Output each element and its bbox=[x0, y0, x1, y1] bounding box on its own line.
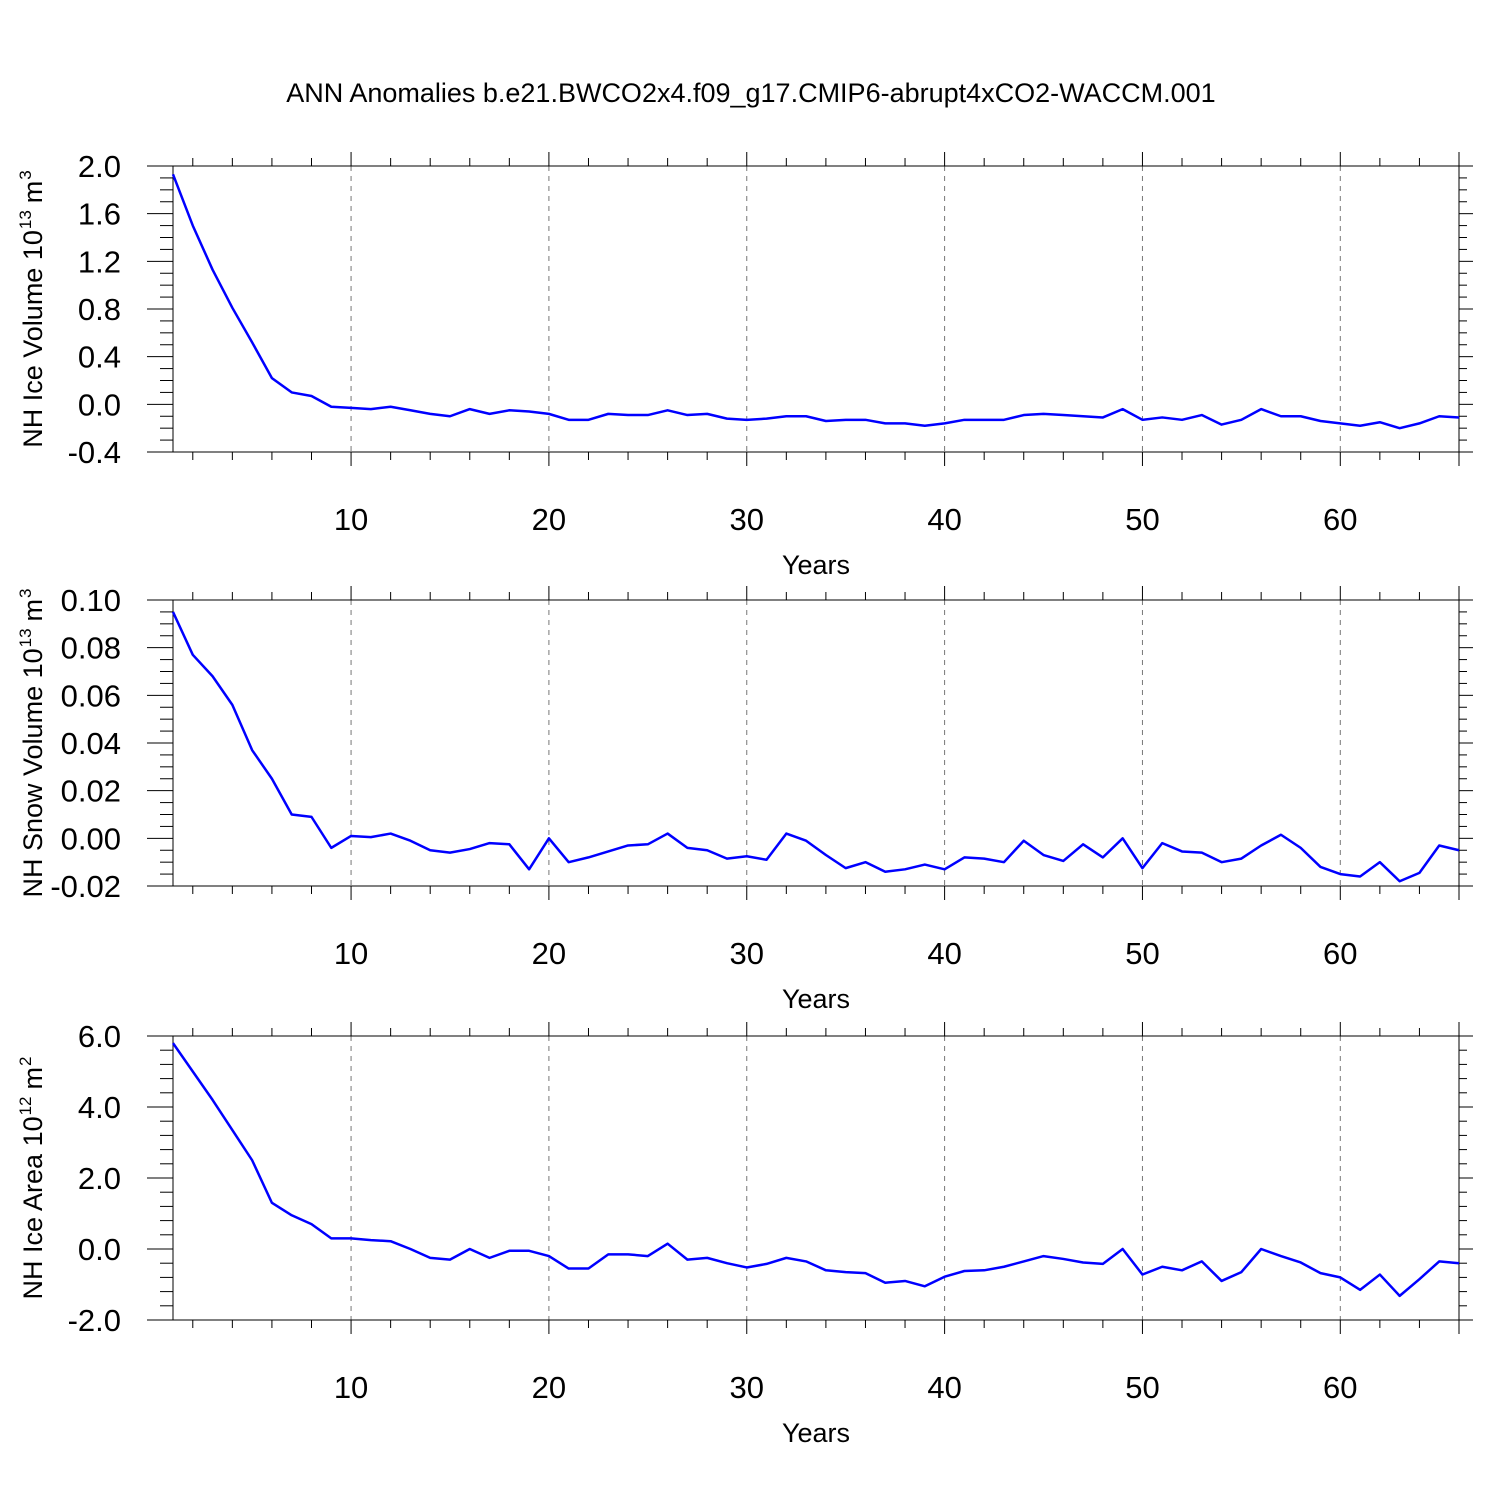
y-axis-label: NH Snow Volume 1013 m 3 bbox=[16, 588, 48, 897]
figure-title: ANN Anomalies b.e21.BWCO2x4.f09_g17.CMIP… bbox=[286, 78, 1215, 108]
panel: 10 20 30 40 50 60 2.0 1.6 1.2 0.8 0.4 0.0 -0.4 Years N… bbox=[16, 149, 1473, 580]
x-tick-label: 40 bbox=[927, 1370, 961, 1405]
y-tick-label: -2.0 bbox=[68, 1303, 121, 1338]
y-tick-label: 0.00 bbox=[61, 821, 121, 856]
y-tick-label: 0.04 bbox=[61, 726, 121, 761]
y-tick-label: 0.0 bbox=[78, 387, 121, 422]
x-tick-label: 20 bbox=[532, 936, 566, 971]
y-tick-label: 6.0 bbox=[78, 1019, 121, 1054]
x-tick-label: 50 bbox=[1125, 1370, 1159, 1405]
y-axis-label-part: NH Ice Volume 10 bbox=[18, 230, 48, 448]
y-axis-label-part: m bbox=[18, 1067, 48, 1090]
panel: 10 20 30 40 50 60 6.0 4.0 2.0 0.0 -2.0 Years NH Ice … bbox=[16, 1019, 1473, 1448]
y-tick-label: 0.08 bbox=[61, 631, 121, 666]
x-tick-label: 40 bbox=[927, 936, 961, 971]
y-axis-label-part: m bbox=[18, 181, 48, 204]
x-tick-label: 60 bbox=[1323, 502, 1357, 537]
y-tick-label: 1.2 bbox=[78, 244, 121, 279]
x-tick-label: 30 bbox=[730, 502, 764, 537]
data-line bbox=[171, 173, 1460, 430]
x-tick-label: 10 bbox=[334, 1370, 368, 1405]
y-tick-label: 0.06 bbox=[61, 678, 121, 713]
y-tick-label: 0.8 bbox=[78, 292, 121, 327]
data-line bbox=[171, 1042, 1460, 1298]
y-tick-label: 2.0 bbox=[78, 1161, 121, 1196]
data-line bbox=[171, 611, 1460, 883]
x-tick-label: 50 bbox=[1125, 936, 1159, 971]
x-tick-label: 60 bbox=[1323, 1370, 1357, 1405]
y-axis-label-part: 2 bbox=[16, 1057, 35, 1066]
x-tick-label: 30 bbox=[730, 1370, 764, 1405]
y-axis-label-part: NH Ice Area 10 bbox=[18, 1116, 48, 1299]
x-tick-label: 10 bbox=[334, 502, 368, 537]
x-tick-label: 30 bbox=[730, 936, 764, 971]
y-tick-label: -0.02 bbox=[50, 869, 121, 904]
y-tick-label: -0.4 bbox=[68, 435, 121, 470]
x-tick-label: 60 bbox=[1323, 936, 1357, 971]
y-axis-label: NH Ice Volume 1013 m 3 bbox=[16, 170, 48, 448]
y-tick-label: 4.0 bbox=[78, 1090, 121, 1125]
y-tick-label: 0.02 bbox=[61, 774, 121, 809]
panel: 10 20 30 40 50 60 0.10 0.08 0.06 0.04 0.02 0.00 -0.0… bbox=[16, 583, 1473, 1014]
y-axis-label: NH Ice Area 1012 m2 bbox=[16, 1057, 48, 1300]
y-tick-label: 0.0 bbox=[78, 1232, 121, 1267]
y-axis-label-part: NH Snow Volume 10 bbox=[18, 648, 48, 897]
x-tick-label: 10 bbox=[334, 936, 368, 971]
x-axis-label: Years bbox=[782, 984, 850, 1014]
x-tick-label: 50 bbox=[1125, 502, 1159, 537]
y-axis-label-part: 3 bbox=[16, 170, 35, 179]
x-axis-label: Years bbox=[782, 1418, 850, 1448]
x-axis-label: Years bbox=[782, 550, 850, 580]
y-tick-label: 2.0 bbox=[78, 149, 121, 184]
x-tick-label: 20 bbox=[532, 1370, 566, 1405]
y-axis-label-part: 13 bbox=[16, 210, 35, 229]
x-tick-label: 20 bbox=[532, 502, 566, 537]
y-axis-label-part: 12 bbox=[16, 1096, 35, 1115]
y-tick-label: 0.4 bbox=[78, 340, 121, 375]
y-tick-label: 1.6 bbox=[78, 197, 121, 232]
y-tick-label: 0.10 bbox=[61, 583, 121, 618]
y-axis-label-part: 3 bbox=[16, 588, 35, 597]
x-tick-label: 40 bbox=[927, 502, 961, 537]
y-axis-label-part: 13 bbox=[16, 628, 35, 647]
y-axis-label-part: m bbox=[18, 599, 48, 622]
